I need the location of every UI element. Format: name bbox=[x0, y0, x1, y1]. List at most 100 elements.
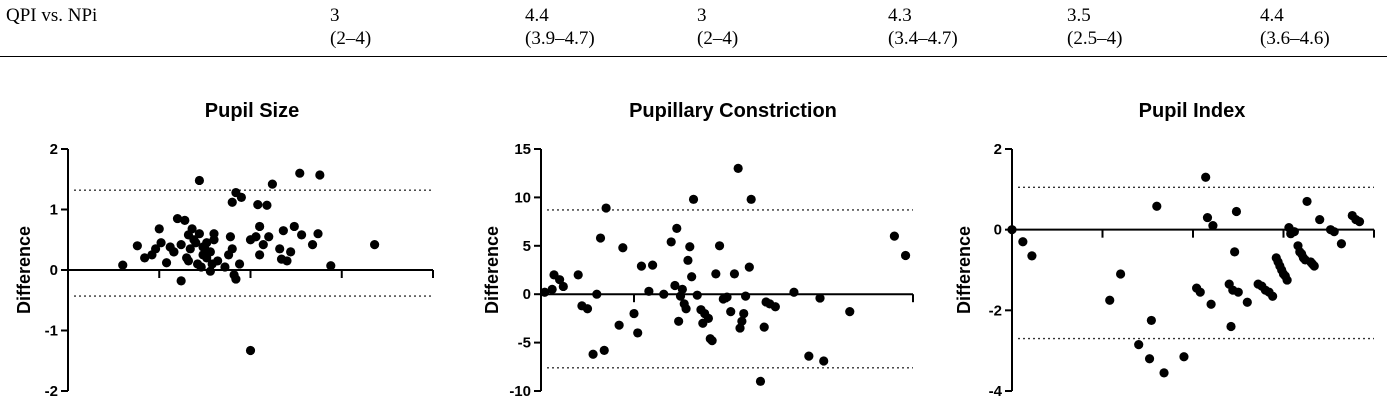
data-point bbox=[183, 256, 194, 266]
cell-value: 3 bbox=[697, 5, 707, 26]
data-point bbox=[196, 262, 206, 272]
data-point bbox=[225, 232, 236, 242]
data-point bbox=[220, 262, 230, 272]
data-point bbox=[644, 286, 654, 296]
data-point bbox=[666, 237, 676, 247]
data-point bbox=[295, 168, 305, 178]
cell-range: (2.5–4) bbox=[1067, 28, 1123, 49]
data-point bbox=[1152, 201, 1162, 211]
data-point bbox=[205, 266, 215, 276]
y-tick-label: -2 bbox=[989, 302, 1002, 319]
data-point bbox=[1208, 221, 1218, 231]
data-point bbox=[189, 235, 199, 245]
y-axis-label: Difference bbox=[14, 226, 34, 314]
data-point bbox=[629, 308, 639, 319]
data-point bbox=[258, 239, 268, 250]
cell-value: 3 bbox=[330, 5, 340, 26]
data-point bbox=[674, 316, 684, 326]
cell-range: (3.4–4.7) bbox=[888, 28, 958, 49]
data-point bbox=[815, 293, 825, 303]
data-point bbox=[547, 284, 557, 294]
data-point bbox=[688, 194, 699, 204]
data-point bbox=[227, 197, 237, 207]
data-point bbox=[307, 239, 318, 250]
y-tick-label: 2 bbox=[994, 141, 1002, 158]
y-tick-label: 0 bbox=[994, 222, 1002, 239]
data-point bbox=[1354, 217, 1365, 227]
data-point bbox=[1226, 321, 1236, 332]
data-point bbox=[636, 261, 647, 271]
data-point bbox=[770, 302, 780, 312]
data-point bbox=[231, 274, 241, 284]
data-point bbox=[234, 259, 245, 269]
data-point bbox=[1282, 275, 1292, 285]
y-tick-label: 15 bbox=[514, 141, 531, 158]
data-point bbox=[1206, 299, 1216, 309]
y-tick-label: 0 bbox=[523, 286, 531, 303]
y-tick-label: 2 bbox=[50, 141, 58, 158]
chart-pupil-index: Pupil Index Difference -4 -2 0 2 bbox=[954, 100, 1375, 400]
data-point bbox=[297, 230, 307, 240]
data-point bbox=[683, 255, 693, 265]
data-point bbox=[1027, 251, 1037, 261]
cell-range: (2–4) bbox=[697, 28, 739, 49]
data-point bbox=[1242, 297, 1252, 307]
data-point bbox=[588, 349, 598, 359]
data-point bbox=[633, 328, 643, 338]
cell-value: 4.4 bbox=[525, 5, 549, 26]
data-point bbox=[132, 241, 142, 251]
data-point bbox=[540, 287, 550, 297]
data-point bbox=[1179, 352, 1189, 362]
data-point bbox=[601, 203, 611, 213]
table-bottom-rule bbox=[0, 56, 1387, 57]
chart-pupil-size: Pupil Size Difference -2 -1 0 1 2 bbox=[14, 100, 434, 400]
data-point bbox=[1018, 237, 1028, 247]
data-point bbox=[154, 224, 164, 234]
data-point bbox=[267, 179, 277, 189]
data-point bbox=[286, 247, 296, 257]
data-point bbox=[1231, 206, 1242, 217]
data-point bbox=[759, 322, 769, 332]
cell-value: 4.4 bbox=[1260, 5, 1284, 26]
data-point bbox=[1309, 261, 1319, 271]
data-point bbox=[1201, 172, 1211, 182]
cell-value: 4.3 bbox=[888, 5, 912, 26]
data-point bbox=[595, 233, 606, 243]
data-point bbox=[1268, 291, 1278, 301]
y-tick-label: -1 bbox=[45, 323, 58, 340]
chart-title: Pupil Index bbox=[1139, 100, 1246, 122]
data-point bbox=[253, 200, 263, 210]
data-point bbox=[227, 244, 237, 254]
data-point bbox=[278, 226, 288, 236]
data-point bbox=[255, 250, 265, 260]
data-point bbox=[187, 224, 197, 234]
data-point bbox=[194, 229, 204, 239]
data-point bbox=[722, 292, 732, 302]
data-point bbox=[209, 229, 219, 239]
y-tick-label: 1 bbox=[50, 202, 58, 219]
data-point bbox=[1289, 227, 1299, 237]
cell-range: (3.6–4.6) bbox=[1260, 28, 1330, 49]
data-point bbox=[1302, 196, 1312, 207]
data-point bbox=[555, 275, 565, 285]
cell-range: (2–4) bbox=[330, 28, 372, 49]
data-point bbox=[558, 281, 568, 292]
cell-range: (3.9–4.7) bbox=[525, 28, 595, 49]
data-point bbox=[1105, 295, 1115, 305]
y-tick-label: 10 bbox=[514, 189, 531, 206]
data-point bbox=[1195, 287, 1205, 297]
data-point bbox=[599, 345, 609, 355]
y-axis-label: Difference bbox=[954, 226, 974, 314]
data-point bbox=[755, 376, 766, 386]
data-point bbox=[289, 221, 299, 232]
data-point bbox=[1146, 315, 1156, 326]
plot-area: -10 -5 0 5 10 15 bbox=[509, 141, 914, 400]
row-label: QPI vs. NPi bbox=[6, 5, 98, 26]
data-point bbox=[315, 170, 325, 180]
plot-area: -4 -2 0 2 bbox=[989, 141, 1375, 400]
data-point bbox=[1233, 287, 1243, 297]
y-tick-label: -4 bbox=[989, 383, 1003, 400]
data-point bbox=[711, 269, 721, 279]
chart-pupillary-constriction: Pupillary Constriction Difference -10 -5 0… bbox=[482, 100, 914, 400]
data-point bbox=[733, 163, 743, 173]
